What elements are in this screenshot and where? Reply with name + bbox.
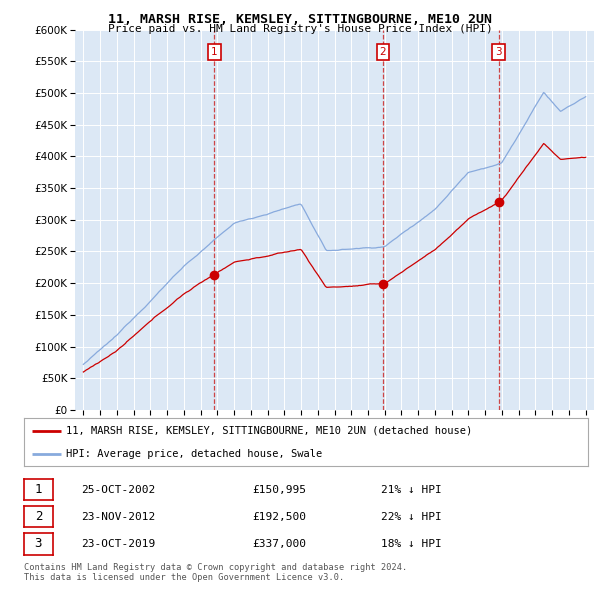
Text: 23-OCT-2019: 23-OCT-2019 bbox=[81, 539, 155, 549]
Text: 3: 3 bbox=[35, 537, 42, 550]
Text: 2: 2 bbox=[380, 47, 386, 57]
Text: 23-NOV-2012: 23-NOV-2012 bbox=[81, 512, 155, 522]
Text: 11, MARSH RISE, KEMSLEY, SITTINGBOURNE, ME10 2UN: 11, MARSH RISE, KEMSLEY, SITTINGBOURNE, … bbox=[108, 13, 492, 26]
Text: HPI: Average price, detached house, Swale: HPI: Average price, detached house, Swal… bbox=[66, 449, 323, 459]
Text: 1: 1 bbox=[211, 47, 217, 57]
Text: Contains HM Land Registry data © Crown copyright and database right 2024.
This d: Contains HM Land Registry data © Crown c… bbox=[24, 563, 407, 582]
Text: £192,500: £192,500 bbox=[252, 512, 306, 522]
Text: Price paid vs. HM Land Registry's House Price Index (HPI): Price paid vs. HM Land Registry's House … bbox=[107, 24, 493, 34]
Text: 22% ↓ HPI: 22% ↓ HPI bbox=[381, 512, 442, 522]
Text: 2: 2 bbox=[35, 510, 42, 523]
Text: £337,000: £337,000 bbox=[252, 539, 306, 549]
Text: 3: 3 bbox=[496, 47, 502, 57]
Text: 1: 1 bbox=[35, 483, 42, 496]
Text: 21% ↓ HPI: 21% ↓ HPI bbox=[381, 485, 442, 494]
Text: 11, MARSH RISE, KEMSLEY, SITTINGBOURNE, ME10 2UN (detached house): 11, MARSH RISE, KEMSLEY, SITTINGBOURNE, … bbox=[66, 426, 473, 436]
Text: 25-OCT-2002: 25-OCT-2002 bbox=[81, 485, 155, 494]
Text: £150,995: £150,995 bbox=[252, 485, 306, 494]
Text: 18% ↓ HPI: 18% ↓ HPI bbox=[381, 539, 442, 549]
